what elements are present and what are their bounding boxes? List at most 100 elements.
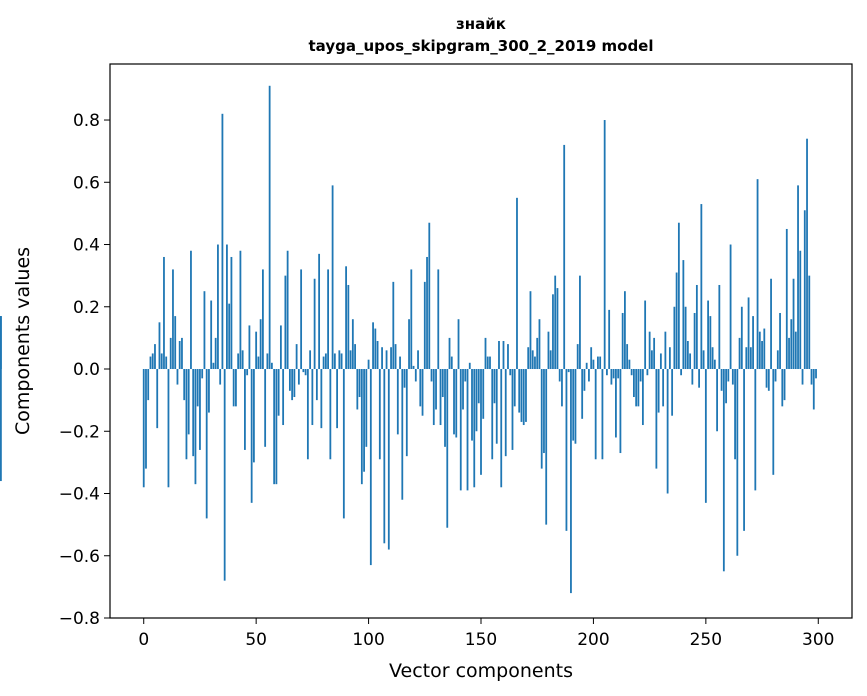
bar bbox=[268, 85, 271, 370]
bar bbox=[228, 303, 231, 370]
bar bbox=[145, 369, 147, 469]
bar bbox=[405, 369, 408, 457]
bar bbox=[621, 312, 624, 370]
bar bbox=[147, 369, 150, 401]
bar bbox=[653, 337, 656, 370]
bar bbox=[806, 138, 808, 370]
x-tick-label: 300 bbox=[802, 630, 834, 650]
y-tick-label: −0.4 bbox=[59, 485, 100, 505]
bar bbox=[644, 300, 647, 370]
bar bbox=[208, 369, 210, 413]
bar bbox=[459, 369, 462, 491]
bar bbox=[745, 347, 748, 370]
bar bbox=[617, 369, 620, 379]
bar bbox=[372, 322, 374, 370]
bar bbox=[450, 356, 453, 370]
bar bbox=[711, 347, 714, 370]
bar bbox=[277, 369, 280, 416]
bar bbox=[628, 359, 631, 370]
bar bbox=[662, 369, 665, 407]
bar bbox=[468, 362, 471, 370]
bar bbox=[439, 369, 442, 426]
bar bbox=[498, 341, 500, 370]
bar bbox=[615, 369, 617, 438]
bar bbox=[338, 350, 341, 370]
bar bbox=[408, 319, 410, 370]
bar bbox=[151, 353, 154, 370]
bar bbox=[475, 369, 478, 432]
bar bbox=[239, 250, 242, 370]
bar bbox=[257, 356, 260, 370]
bar bbox=[181, 337, 183, 370]
bar bbox=[414, 369, 417, 382]
bar bbox=[718, 284, 721, 370]
bar bbox=[561, 369, 563, 407]
bar bbox=[495, 369, 498, 444]
bar bbox=[612, 369, 615, 379]
bar bbox=[650, 350, 653, 370]
y-tick-label: −0.2 bbox=[59, 422, 100, 442]
bar bbox=[163, 256, 165, 370]
bar bbox=[626, 344, 629, 370]
bar bbox=[464, 369, 467, 382]
bar bbox=[801, 369, 804, 385]
bar bbox=[394, 344, 397, 370]
bar bbox=[500, 369, 503, 488]
bar bbox=[513, 369, 516, 407]
bar bbox=[466, 369, 469, 491]
bar bbox=[522, 369, 525, 426]
bar bbox=[354, 344, 356, 370]
bar bbox=[378, 369, 381, 460]
bar bbox=[547, 331, 550, 370]
bar bbox=[270, 362, 273, 370]
bar bbox=[255, 331, 258, 370]
bar bbox=[630, 369, 633, 376]
bar bbox=[570, 369, 572, 594]
bar bbox=[246, 369, 249, 376]
bar bbox=[538, 319, 541, 370]
bar bbox=[659, 353, 662, 370]
bar bbox=[383, 369, 386, 544]
y-tick-label: 0.6 bbox=[73, 173, 100, 193]
bar bbox=[648, 331, 651, 370]
bar bbox=[489, 356, 491, 370]
bar bbox=[646, 369, 649, 376]
bar bbox=[358, 369, 361, 398]
bar bbox=[455, 369, 458, 438]
bar bbox=[702, 350, 705, 370]
bar bbox=[356, 369, 359, 410]
bar bbox=[165, 356, 168, 370]
bar bbox=[167, 369, 170, 488]
bar bbox=[797, 185, 799, 370]
bar bbox=[767, 369, 770, 391]
bar bbox=[534, 356, 536, 370]
bar bbox=[410, 269, 413, 370]
bar bbox=[812, 369, 815, 410]
bar bbox=[588, 369, 590, 382]
bar bbox=[462, 369, 464, 410]
bar bbox=[230, 256, 233, 370]
bar bbox=[790, 319, 793, 370]
bar bbox=[747, 297, 750, 370]
bar bbox=[154, 344, 156, 370]
bar bbox=[684, 306, 687, 370]
bar bbox=[423, 281, 426, 370]
bar bbox=[504, 369, 507, 457]
bar bbox=[331, 185, 334, 370]
bar bbox=[525, 369, 527, 422]
x-tick-label: 250 bbox=[690, 630, 722, 650]
bar bbox=[608, 309, 611, 370]
bar bbox=[576, 344, 579, 370]
bar bbox=[689, 353, 692, 370]
bar bbox=[606, 369, 608, 376]
bar bbox=[226, 244, 228, 370]
bar bbox=[743, 369, 745, 531]
bar bbox=[734, 369, 736, 460]
bar bbox=[554, 275, 557, 370]
bar bbox=[223, 369, 226, 581]
bar bbox=[201, 369, 204, 379]
bar bbox=[725, 369, 727, 404]
bar bbox=[594, 369, 597, 460]
bar bbox=[583, 369, 586, 391]
